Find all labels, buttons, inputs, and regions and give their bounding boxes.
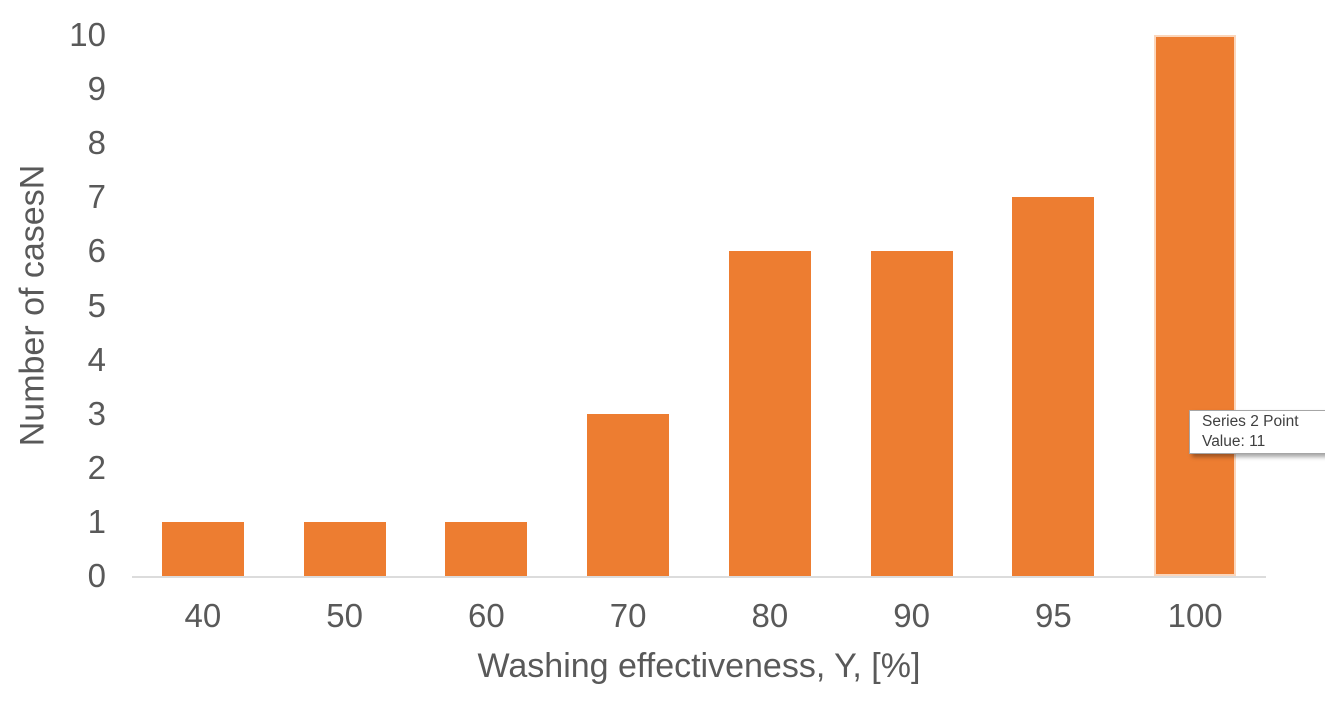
y-tick-5: 5 [87,286,106,324]
x-tick-40: 40 [184,597,222,634]
x-tick-95: 95 [1035,597,1072,634]
x-tick-50: 50 [326,597,363,634]
bar-80[interactable] [728,251,811,576]
y-tick-7: 7 [87,178,106,216]
tooltip-series-line: Series 2 Point [1202,413,1299,430]
y-tick-0: 0 [87,557,106,594]
bar-50[interactable] [303,521,386,576]
x-tick-80: 80 [751,597,789,634]
y-tick-1: 1 [87,502,106,540]
data-point-tooltip: Series 2 Point Value: 11 [1189,410,1325,454]
y-axis-tick-labels: 0 1 2 3 4 5 6 7 8 9 10 [0,16,106,594]
y-tick-6: 6 [87,232,106,270]
bar-95[interactable] [1012,197,1095,576]
y-tick-9: 9 [87,70,106,108]
bar-40[interactable] [161,521,244,576]
x-tick-100: 100 [1167,597,1223,634]
bar-100[interactable] [1154,35,1237,576]
x-axis-tick-labels: 40 50 60 70 80 90 95 100 [132,594,1266,640]
x-axis-title[interactable]: Washing effectiveness, Y, [%] [477,647,921,685]
x-tick-90: 90 [893,597,930,634]
bar-60[interactable] [445,521,528,576]
bar-90[interactable] [870,251,953,576]
y-tick-4: 4 [87,340,106,378]
x-tick-60: 60 [468,597,505,634]
y-tick-2: 2 [87,448,106,486]
bar-70[interactable] [587,413,670,576]
x-tick-70: 70 [609,597,647,634]
plot-area [132,35,1266,578]
tooltip-value-line: Value: 11 [1202,433,1266,450]
y-tick-3: 3 [87,394,106,432]
y-tick-10: 10 [69,16,106,53]
y-tick-8: 8 [87,124,106,162]
